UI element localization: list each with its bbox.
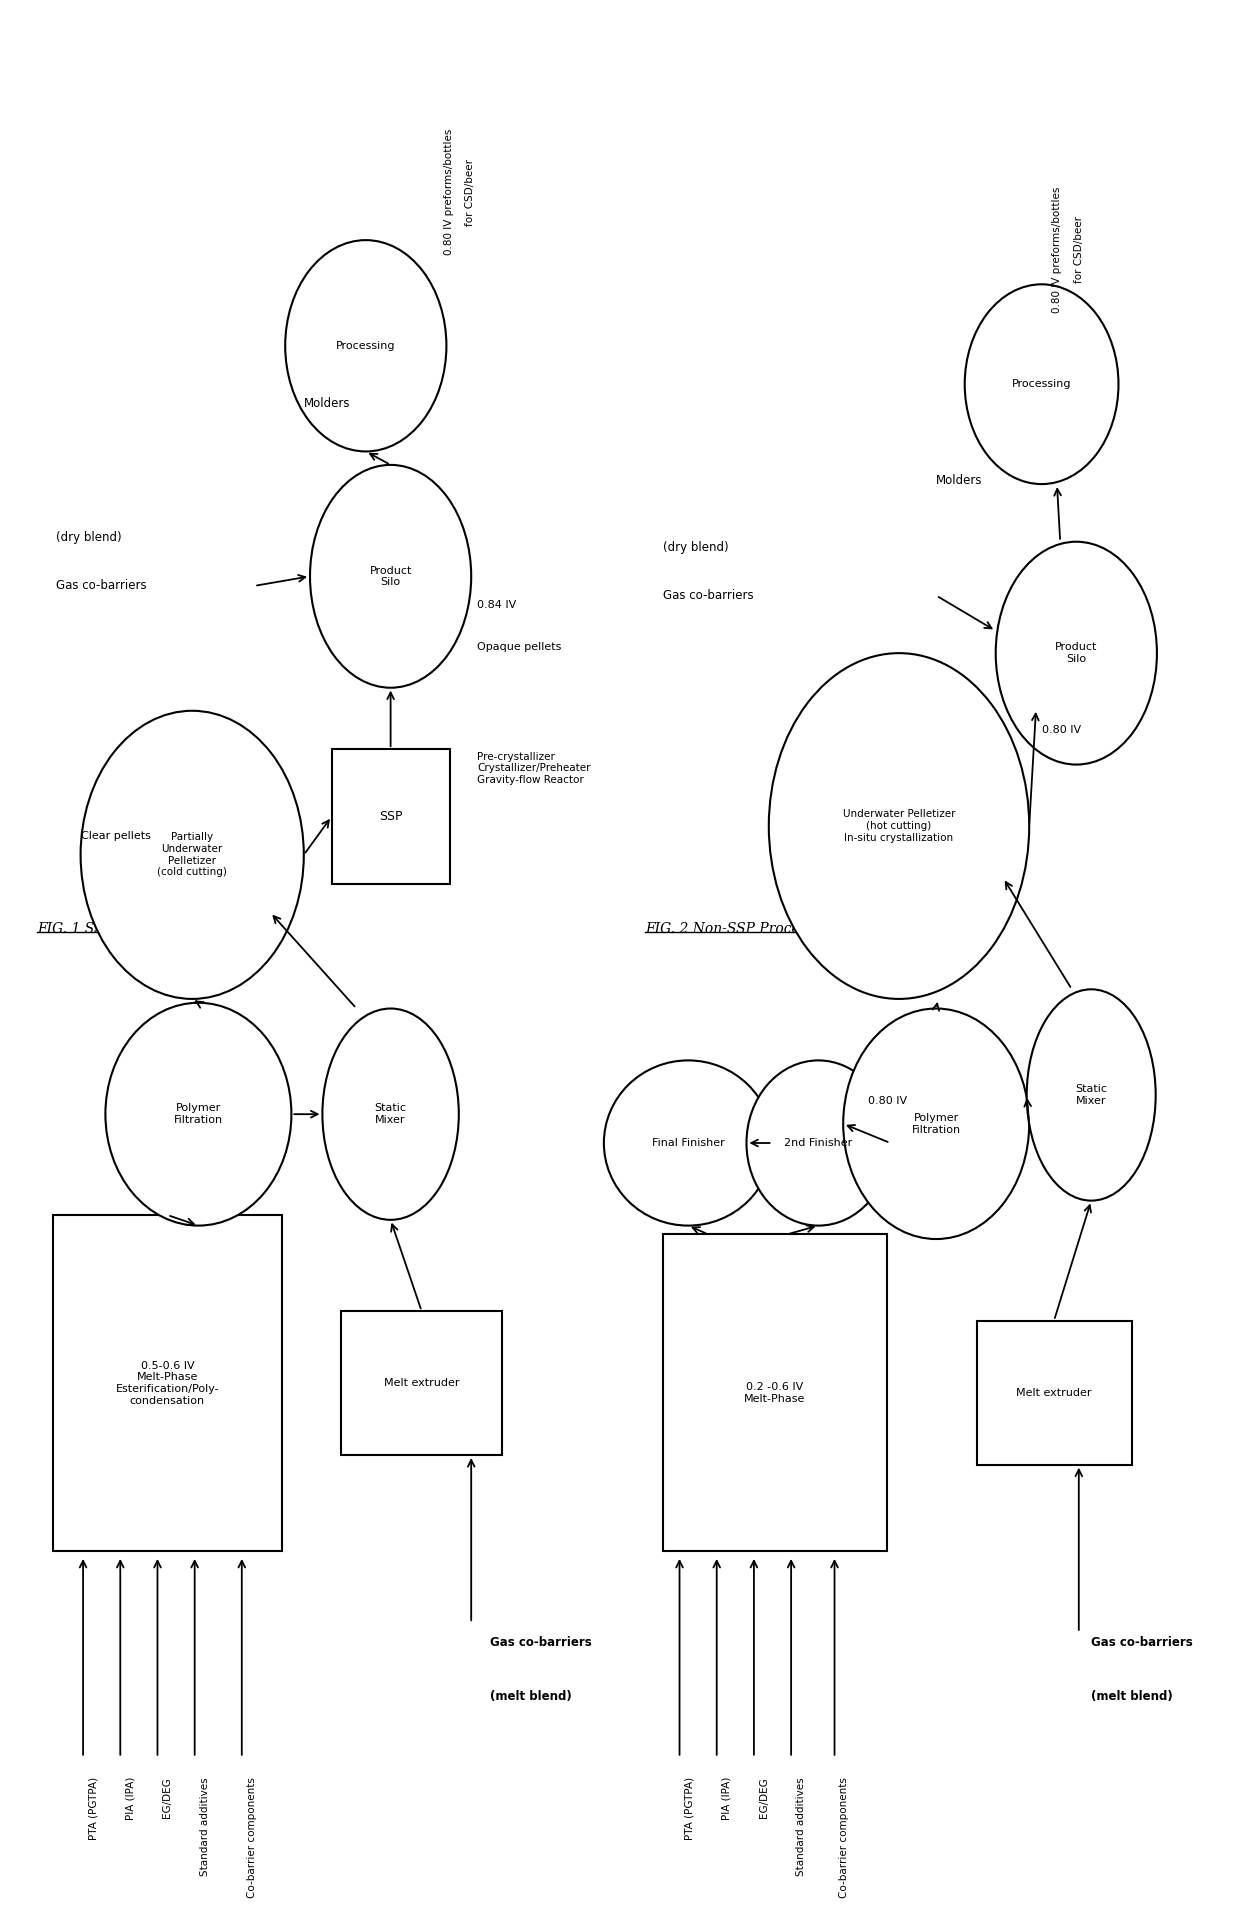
FancyBboxPatch shape — [53, 1214, 283, 1552]
Text: PIA (IPA): PIA (IPA) — [125, 1777, 135, 1821]
Text: Gas co-barriers: Gas co-barriers — [1091, 1637, 1193, 1648]
Text: Gas co-barriers: Gas co-barriers — [490, 1637, 591, 1648]
Text: Gas co-barriers: Gas co-barriers — [663, 590, 754, 601]
Text: SSP: SSP — [379, 811, 402, 822]
Text: (dry blend): (dry blend) — [663, 542, 729, 553]
Text: Final Finisher: Final Finisher — [652, 1137, 724, 1149]
Text: 0.80 IV: 0.80 IV — [868, 1095, 908, 1106]
Text: 0.84 IV: 0.84 IV — [477, 599, 517, 611]
FancyBboxPatch shape — [341, 1310, 502, 1456]
Text: FIG. 2 Non-SSP Process: FIG. 2 Non-SSP Process — [645, 922, 813, 936]
Text: EG/DEG: EG/DEG — [759, 1777, 769, 1817]
Text: PTA (PGTPA): PTA (PGTPA) — [684, 1777, 694, 1840]
Text: Product
Silo: Product Silo — [370, 565, 412, 588]
Ellipse shape — [310, 465, 471, 688]
Text: Static
Mixer: Static Mixer — [374, 1103, 407, 1126]
Text: Melt extruder: Melt extruder — [384, 1377, 459, 1389]
Ellipse shape — [322, 1009, 459, 1220]
Text: Polymer
Filtration: Polymer Filtration — [911, 1112, 961, 1135]
Text: EG/DEG: EG/DEG — [162, 1777, 172, 1817]
FancyBboxPatch shape — [977, 1322, 1131, 1464]
Ellipse shape — [996, 542, 1157, 765]
Text: Melt extruder: Melt extruder — [1017, 1387, 1091, 1398]
Text: 0.80 IV: 0.80 IV — [1042, 724, 1081, 736]
Text: 0.80 IV preforms/bottles: 0.80 IV preforms/bottles — [444, 129, 454, 255]
Text: (dry blend): (dry blend) — [56, 532, 122, 544]
Text: Molders: Molders — [304, 398, 351, 409]
Ellipse shape — [746, 1060, 890, 1226]
Text: FIG. 1 SSP Process: FIG. 1 SSP Process — [37, 922, 172, 936]
Ellipse shape — [843, 1009, 1029, 1239]
Text: Pre-crystallizer
Crystallizer/Preheater
Gravity-flow Reactor: Pre-crystallizer Crystallizer/Preheater … — [477, 751, 591, 786]
Text: Gas co-barriers: Gas co-barriers — [56, 580, 146, 592]
Text: 0.2 -0.6 IV
Melt-Phase: 0.2 -0.6 IV Melt-Phase — [744, 1381, 806, 1404]
Text: Co-barrier components: Co-barrier components — [247, 1777, 257, 1898]
Ellipse shape — [604, 1060, 773, 1226]
Ellipse shape — [105, 1003, 291, 1226]
Ellipse shape — [285, 240, 446, 451]
Text: Underwater Pelletizer
(hot cutting)
In-situ crystallization: Underwater Pelletizer (hot cutting) In-s… — [843, 809, 955, 843]
Text: Standard additives: Standard additives — [796, 1777, 806, 1875]
Text: Static
Mixer: Static Mixer — [1075, 1083, 1107, 1106]
FancyBboxPatch shape — [332, 749, 450, 884]
Text: 2nd Finisher: 2nd Finisher — [784, 1137, 853, 1149]
Text: PIA (IPA): PIA (IPA) — [722, 1777, 732, 1821]
Text: 0.5-0.6 IV
Melt-Phase
Esterification/Poly-
condensation: 0.5-0.6 IV Melt-Phase Esterification/Pol… — [115, 1360, 219, 1406]
Text: Co-barrier components: Co-barrier components — [839, 1777, 849, 1898]
Text: Processing: Processing — [336, 340, 396, 352]
Ellipse shape — [769, 653, 1029, 999]
Ellipse shape — [81, 711, 304, 999]
Text: PTA (PGTPA): PTA (PGTPA) — [88, 1777, 98, 1840]
Text: Standard additives: Standard additives — [200, 1777, 210, 1875]
Text: (melt blend): (melt blend) — [1091, 1690, 1173, 1702]
Text: Clear pellets: Clear pellets — [81, 830, 150, 841]
Text: Partially
Underwater
Pelletizer
(cold cutting): Partially Underwater Pelletizer (cold cu… — [157, 832, 227, 878]
Text: Molders: Molders — [936, 474, 982, 486]
FancyBboxPatch shape — [663, 1233, 887, 1552]
Text: Opaque pellets: Opaque pellets — [477, 642, 562, 653]
Text: 0.80 IV preforms/bottles: 0.80 IV preforms/bottles — [1052, 186, 1061, 313]
Text: for CSD/beer: for CSD/beer — [1074, 217, 1084, 282]
Ellipse shape — [965, 284, 1118, 484]
Text: Product
Silo: Product Silo — [1055, 642, 1097, 665]
Text: for CSD/beer: for CSD/beer — [465, 159, 475, 225]
Ellipse shape — [1027, 989, 1156, 1201]
Text: Processing: Processing — [1012, 378, 1071, 390]
Text: Polymer
Filtration: Polymer Filtration — [174, 1103, 223, 1126]
Text: (melt blend): (melt blend) — [490, 1690, 572, 1702]
